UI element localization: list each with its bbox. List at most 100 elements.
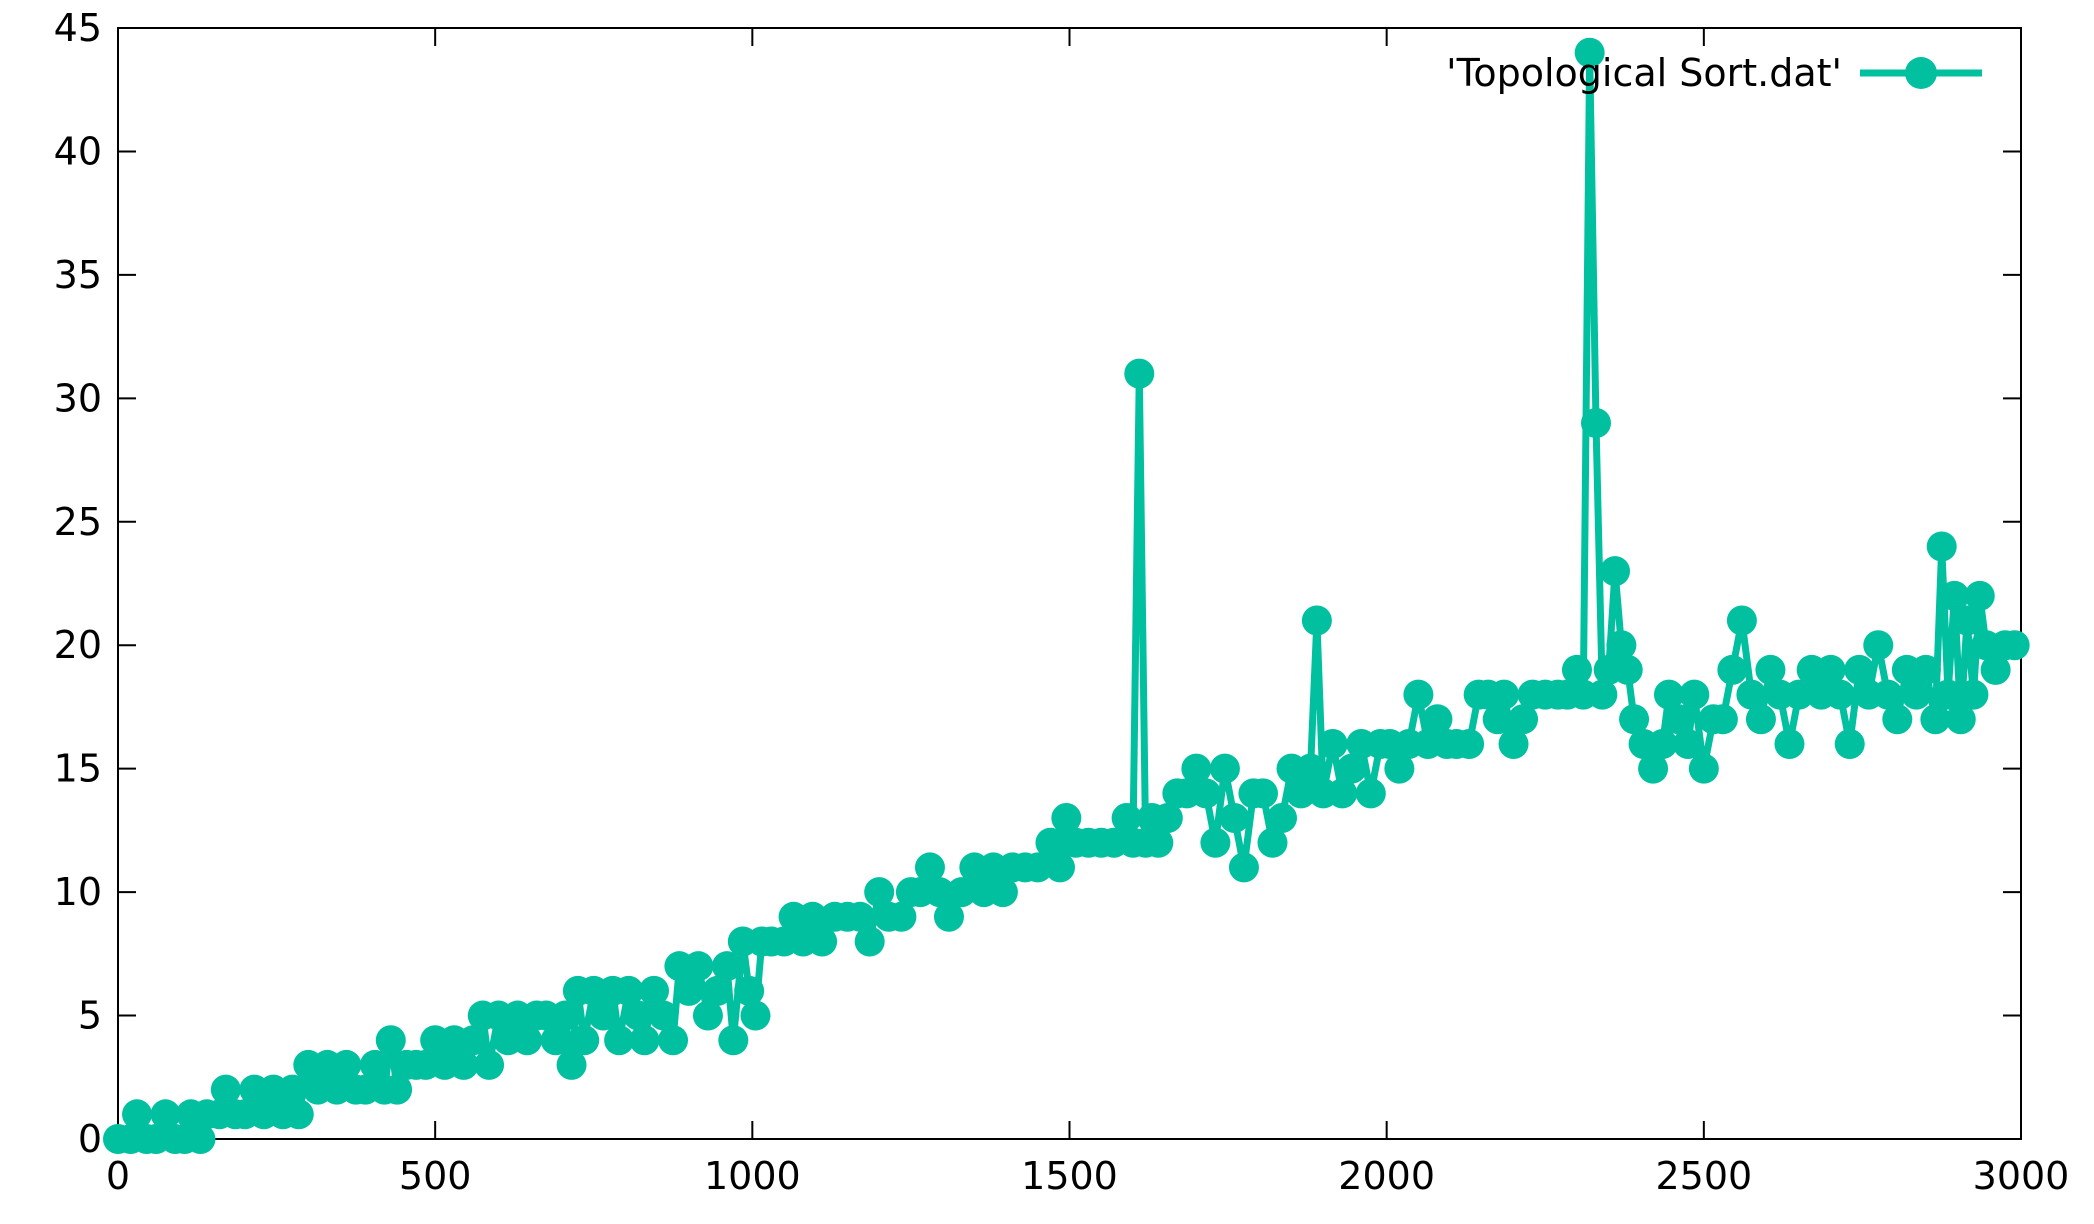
plot-frame bbox=[117, 27, 2022, 1140]
series-line bbox=[118, 49, 2015, 1143]
data-point bbox=[1219, 803, 1250, 834]
data-point bbox=[210, 1074, 241, 1105]
data-point bbox=[711, 951, 742, 982]
x-tick-label: 1500 bbox=[1021, 1154, 1118, 1198]
data-point bbox=[1619, 704, 1650, 735]
data-point bbox=[1035, 827, 1066, 858]
data-point bbox=[1190, 778, 1221, 809]
data-point bbox=[673, 975, 704, 1006]
data-point bbox=[1143, 827, 1174, 858]
data-point bbox=[1051, 803, 1082, 834]
data-point bbox=[1901, 679, 1932, 710]
legend-label: 'Topological Sort.dat' bbox=[1446, 51, 1842, 95]
data-point bbox=[1863, 630, 1894, 661]
legend-marker bbox=[1905, 57, 1937, 89]
data-point bbox=[629, 1025, 660, 1056]
data-point bbox=[1920, 704, 1951, 735]
x-tick-label: 2500 bbox=[1655, 1154, 1752, 1198]
y-tick-label: 5 bbox=[78, 994, 102, 1038]
x-tick-label: 500 bbox=[399, 1154, 472, 1198]
data-point bbox=[448, 1049, 479, 1080]
data-point bbox=[1022, 852, 1053, 883]
data-point bbox=[1228, 852, 1259, 883]
data-point bbox=[1999, 630, 2030, 661]
data-point bbox=[1384, 753, 1415, 784]
data-point bbox=[845, 901, 876, 932]
data-point bbox=[1783, 679, 1814, 710]
y-tick-label: 25 bbox=[54, 500, 102, 544]
y-tick-label: 30 bbox=[54, 376, 102, 420]
data-point bbox=[1327, 778, 1358, 809]
data-point bbox=[1124, 358, 1155, 389]
x-axis: 0 500 1000 1500 2000 2500 3000 bbox=[106, 28, 2069, 1198]
data-point bbox=[886, 901, 917, 932]
data-point bbox=[1355, 778, 1386, 809]
data-point bbox=[734, 975, 765, 1006]
data-point bbox=[550, 1000, 581, 1031]
data-point bbox=[588, 1000, 619, 1031]
data-point bbox=[1489, 679, 1520, 710]
data-point bbox=[474, 1049, 505, 1080]
data-point bbox=[683, 951, 714, 982]
data-point bbox=[1958, 679, 1989, 710]
data-point bbox=[1247, 778, 1278, 809]
data-point bbox=[1257, 827, 1288, 858]
data-point bbox=[658, 1025, 689, 1056]
data-point bbox=[1498, 728, 1529, 759]
data-point bbox=[1736, 679, 1767, 710]
data-point bbox=[556, 1049, 587, 1080]
y-tick-label: 45 bbox=[54, 6, 102, 50]
data-point bbox=[1653, 679, 1684, 710]
data-point bbox=[375, 1025, 406, 1056]
data-point bbox=[1200, 827, 1231, 858]
data-point bbox=[1111, 803, 1142, 834]
data-point bbox=[1745, 704, 1776, 735]
data-point bbox=[1295, 753, 1326, 784]
data-point bbox=[1181, 753, 1212, 784]
data-point bbox=[1726, 605, 1757, 636]
data-point bbox=[639, 975, 670, 1006]
data-point bbox=[1647, 728, 1678, 759]
y-tick-label: 0 bbox=[78, 1117, 102, 1161]
x-tick-label: 1000 bbox=[704, 1154, 801, 1198]
y-axis: 0 5 10 15 20 25 30 35 40 45 bbox=[54, 6, 2021, 1161]
data-point bbox=[1755, 654, 1786, 685]
data-point bbox=[1508, 704, 1539, 735]
data-point bbox=[1587, 679, 1618, 710]
data-point bbox=[807, 926, 838, 957]
data-point bbox=[1606, 630, 1637, 661]
data-point bbox=[277, 1074, 308, 1105]
data-point bbox=[1679, 679, 1710, 710]
x-tick-label: 0 bbox=[106, 1154, 130, 1198]
data-point bbox=[1844, 654, 1875, 685]
data-point bbox=[854, 926, 885, 957]
legend: 'Topological Sort.dat' bbox=[1446, 51, 1982, 95]
data-point bbox=[1707, 704, 1738, 735]
data-point bbox=[914, 852, 945, 883]
data-point bbox=[540, 1025, 571, 1056]
data-point bbox=[933, 901, 964, 932]
data-point bbox=[718, 1025, 749, 1056]
plot-border bbox=[117, 27, 2022, 1140]
y-tick-label: 35 bbox=[54, 253, 102, 297]
data-point bbox=[604, 1025, 635, 1056]
data-point bbox=[1422, 704, 1453, 735]
data-point bbox=[1980, 654, 2011, 685]
y-tick-label: 20 bbox=[54, 623, 102, 667]
data-point bbox=[150, 1099, 181, 1130]
series-layer bbox=[103, 37, 2030, 1154]
data-point bbox=[702, 975, 733, 1006]
data-point bbox=[1600, 556, 1631, 587]
data-point bbox=[1209, 753, 1240, 784]
data-point bbox=[1872, 679, 1903, 710]
data-point bbox=[512, 1025, 543, 1056]
y-tick-label: 15 bbox=[54, 747, 102, 791]
data-point bbox=[1286, 778, 1317, 809]
x-tick-label: 2000 bbox=[1338, 1154, 1435, 1198]
data-point bbox=[1482, 704, 1513, 735]
x-tick-label: 3000 bbox=[1973, 1154, 2070, 1198]
data-point bbox=[1580, 408, 1611, 439]
data-point bbox=[359, 1049, 390, 1080]
data-point bbox=[946, 877, 977, 908]
data-point bbox=[1301, 605, 1332, 636]
